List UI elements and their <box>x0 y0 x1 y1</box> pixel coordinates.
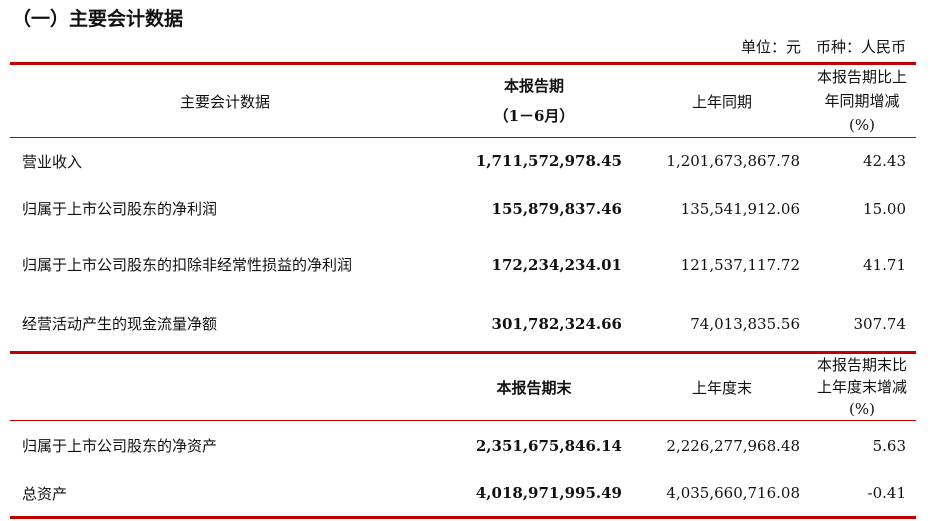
row-prior: 2,226,277,968.48 <box>666 436 800 455</box>
row-current: 4,018,971,995.49 <box>475 484 622 503</box>
row-label: 归属于上市公司股东的净资产 <box>22 437 218 456</box>
row-change: 307.74 <box>853 314 907 333</box>
header-change: 本报告期比上年同期增减(%) <box>816 68 907 134</box>
row-prior: 121,537,117.72 <box>680 255 800 274</box>
section-title: （一）主要会计数据 <box>12 8 184 30</box>
row-change: 5.63 <box>872 436 906 455</box>
row-label: 归属于上市公司股东的扣除非经常性损益的净利润 <box>22 255 353 274</box>
header-empty <box>10 353 432 421</box>
header-current: 本报告期末 <box>496 378 572 397</box>
table-row: 营业收入 1,711,572,978.45 1,201,673,867.78 42.4… <box>10 137 916 185</box>
row-change: 41.71 <box>863 255 906 274</box>
row-label: 营业收入 <box>22 152 83 171</box>
header-current-title: 本报告期 <box>503 77 564 95</box>
header-prior: 上年同期 <box>691 92 752 111</box>
header-current: 本报告期 （1－6月） <box>432 64 636 138</box>
row-current: 155,879,837.46 <box>491 199 622 218</box>
table-row: 总资产 4,018,971,995.49 4,035,660,716.08 -0.41 <box>10 471 916 518</box>
header-prior: 上年度末 <box>691 378 752 397</box>
table-row: 归属于上市公司股东的净利润 155,879,837.46 135,541,912.0… <box>10 185 916 233</box>
unit-note: 单位：元 币种：人民币 <box>740 38 906 56</box>
table-header: 主要会计数据 本报告期 （1－6月） 上年同期 本报告期比上年同期增减(%) <box>10 63 916 138</box>
table-row: 归属于上市公司股东的扣除非经常性损益的净利润 172,234,234.01 121,… <box>10 233 916 297</box>
table-row: 经营活动产生的现金流量净额 301,782,324.66 74,013,835.56… <box>10 297 916 353</box>
row-prior: 74,013,835.56 <box>690 314 800 333</box>
row-prior: 135,541,912.06 <box>680 199 800 218</box>
row-label: 总资产 <box>22 484 68 503</box>
row-current: 1,711,572,978.45 <box>475 152 622 171</box>
header-change: 本报告期末比上年度末增减(%) <box>816 356 907 418</box>
header-current-sub: （1－6月） <box>493 107 575 125</box>
row-current: 2,351,675,846.14 <box>475 436 622 455</box>
row-change: 15.00 <box>863 199 906 218</box>
row-label: 经营活动产生的现金流量净额 <box>22 315 218 334</box>
row-current: 172,234,234.01 <box>491 255 622 274</box>
header-label: 主要会计数据 <box>179 92 270 111</box>
row-prior: 4,035,660,716.08 <box>666 484 800 503</box>
table-row: 归属于上市公司股东的净资产 2,351,675,846.14 2,226,277,9… <box>10 420 916 471</box>
row-prior: 1,201,673,867.78 <box>666 152 800 171</box>
row-current: 301,782,324.66 <box>491 314 622 333</box>
table-header-2: 本报告期末 上年度末 本报告期末比上年度末增减(%) <box>10 352 916 421</box>
row-change: -0.41 <box>867 484 906 503</box>
row-label: 归属于上市公司股东的净利润 <box>22 200 218 218</box>
row-change: 42.43 <box>863 152 906 171</box>
key-accounting-data-table: 主要会计数据 本报告期 （1－6月） 上年同期 本报告期比上年同期增减(%) 营业… <box>10 62 916 519</box>
